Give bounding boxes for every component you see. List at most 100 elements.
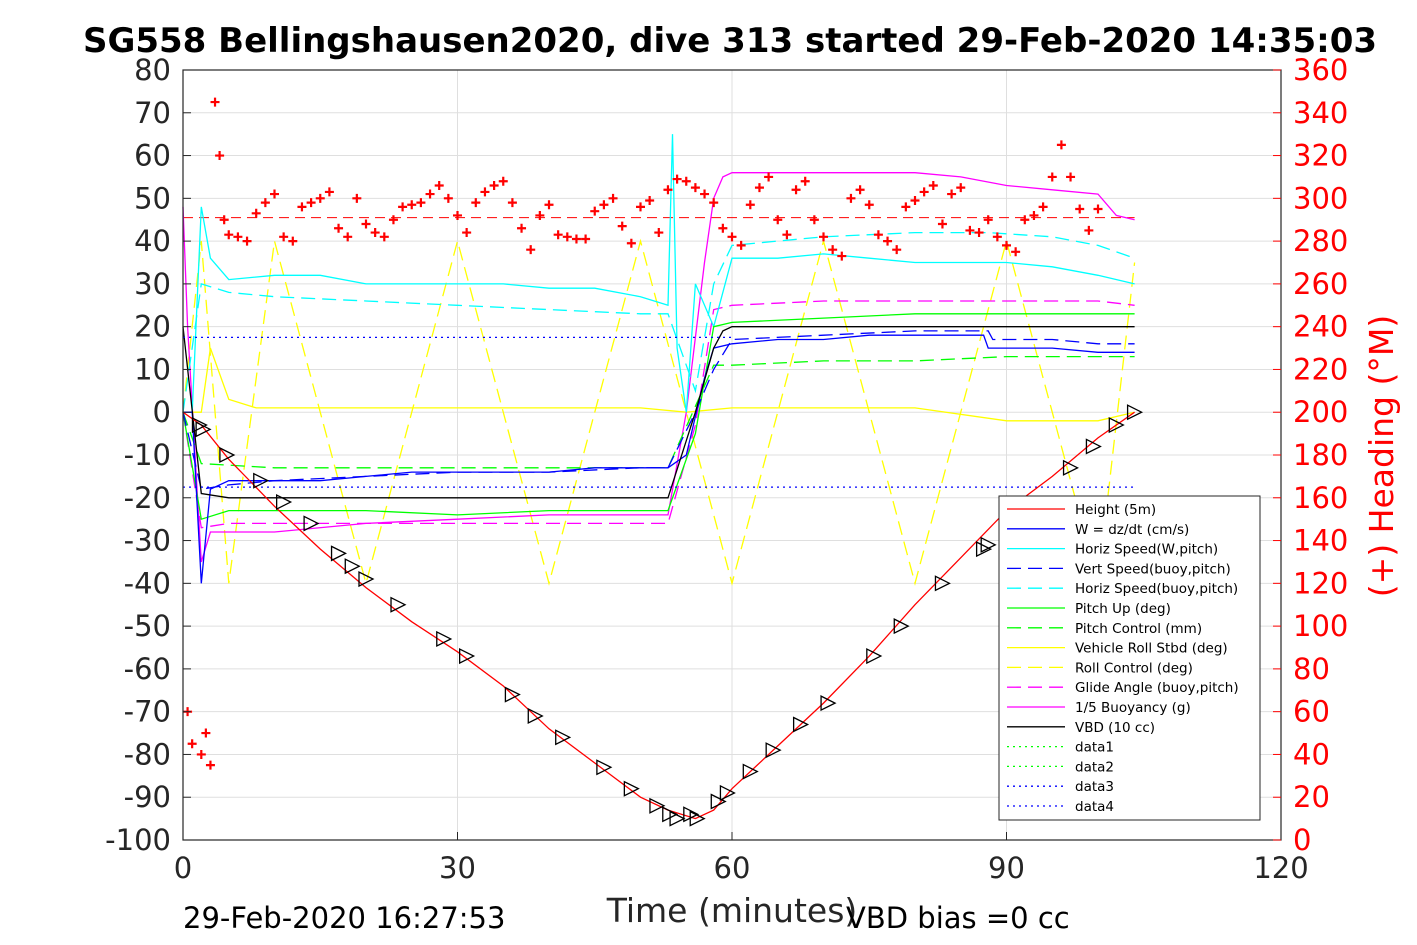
heading-marker-74 [828,245,838,255]
y-tick-label-16: 60 [134,139,171,173]
heading-marker-54 [645,195,655,205]
right-tick-label-6: 120 [1293,566,1348,600]
heading-marker-72 [809,215,819,225]
right-tick-label-12: 240 [1293,310,1348,344]
right-tick-label-2: 40 [1293,737,1330,771]
depth-marker-26 [792,716,810,733]
series-line-9 [182,300,1135,529]
right-tick-label-17: 340 [1293,96,1348,130]
legend-label-14: data3 [1075,779,1114,795]
right-tick-label-8: 160 [1293,481,1348,515]
heading-marker-53 [636,202,645,212]
depth-marker-22 [710,793,727,810]
footer-timestamp: 29-Feb-2020 16:27:53 [183,901,505,935]
right-tick-label-3: 60 [1293,695,1330,729]
heading-marker-2 [196,749,206,759]
depth-marker-24 [742,763,759,780]
depth-marker-17 [649,797,666,814]
depth-marker-2 [219,446,236,464]
right-tick-label-15: 300 [1293,181,1348,215]
heading-marker-73 [819,232,828,242]
legend-label-2: Horiz Speed(W,pitch) [1075,542,1218,558]
depth-marker-23 [719,784,736,801]
heading-marker-41 [526,245,536,255]
right-tick-label-4: 80 [1293,652,1330,686]
heading-marker-6 [215,151,225,161]
y-axis-left: -100-90-80-70-60-50-40-30-20-10010203040… [105,53,191,857]
heading-marker-26 [388,215,398,225]
heading-marker-44 [553,230,563,240]
depth-marker-3 [253,472,270,489]
depth-marker-7 [344,558,361,575]
heading-marker-34 [462,228,472,238]
heading-marker-30 [425,189,435,199]
x-tick-label-0: 0 [174,851,192,885]
heading-marker-97 [1038,202,1048,212]
heading-marker-19 [324,187,334,197]
legend: Height (5m) W = dz/dt (cm/s) Horiz Speed(W… [998,495,1261,821]
y-tick-label-18: 80 [134,53,171,87]
series-line-7 [183,347,1135,422]
heading-marker-75 [837,251,847,261]
depth-marker-16 [623,780,640,797]
heading-marker-57 [672,174,682,184]
legend-label-1: W = dz/dt (cm/s) [1075,522,1189,538]
right-tick-label-9: 180 [1293,438,1348,472]
depth-marker-21 [689,810,706,827]
y-tick-label-8: -20 [124,481,171,515]
heading-marker-37 [489,181,499,190]
depth-marker-11 [458,648,476,665]
legend-label-6: Pitch Control (mm) [1075,621,1202,637]
heading-marker-60 [700,189,710,199]
heading-marker-43 [544,200,554,210]
depth-marker-34 [1085,438,1102,455]
x-tick-label-4: 120 [1253,851,1308,885]
heading-marker-15 [288,236,298,246]
heading-marker-101 [1075,204,1085,214]
heading-marker-65 [745,200,755,210]
heading-marker-76 [846,193,856,203]
y-axis-right: 0 20 40 60 80 100 120 140 160 180 200 220 240 260 280 3… [1273,53,1348,857]
heading-marker-1 [187,739,197,749]
legend-label-11: VBD (10 cc) [1075,720,1155,736]
heading-marker-5 [210,97,220,107]
heading-marker-47 [581,234,591,244]
heading-marker-94 [1011,247,1021,257]
heading-marker-16 [297,202,307,212]
heading-marker-52 [626,238,636,248]
heading-marker-85 [928,181,938,190]
plot-area [182,97,1144,827]
depth-marker-10 [436,630,453,647]
heading-marker-24 [370,228,380,238]
heading-marker-49 [599,200,609,210]
series-line-0 [182,411,1135,820]
heading-marker-95 [1020,215,1030,225]
x-axis: 0 30 60 90 120 [174,832,1309,885]
depth-marker-35 [1108,417,1125,434]
legend-label-7: Vehicle Roll Stbd (deg) [1075,641,1228,657]
legend-label-4: Horiz Speed(buoy,pitch) [1075,581,1238,597]
series-line-5 [182,313,1135,521]
heading-marker-81 [892,245,902,255]
heading-marker-79 [873,230,883,240]
heading-marker-58 [681,176,691,186]
heading-marker-84 [919,187,929,197]
depth-marker-33 [1062,459,1080,476]
right-tick-label-10: 200 [1293,395,1348,429]
heading-marker-86 [937,219,947,229]
y-tick-label-0: -100 [105,823,171,857]
y-tick-label-9: -10 [124,438,171,472]
depth-marker-28 [866,648,883,665]
right-tick-label-5: 100 [1293,609,1348,643]
depth-marker-14 [555,729,572,746]
heading-marker-48 [590,206,600,216]
heading-marker-4 [205,760,215,770]
legend-label-0: Height (5m) [1075,502,1156,518]
depth-marker-1 [195,421,212,438]
heading-marker-80 [883,236,893,246]
depth-marker-8 [358,571,375,588]
heading-marker-100 [1066,172,1076,182]
heading-marker-32 [443,193,453,203]
heading-marker-23 [361,219,371,229]
